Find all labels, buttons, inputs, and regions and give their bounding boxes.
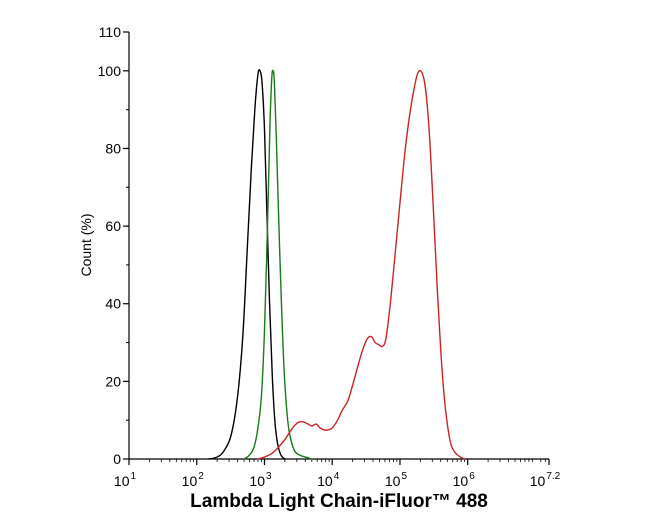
x-tick-label: 105 xyxy=(385,471,408,489)
y-tick-label: 60 xyxy=(105,218,121,234)
y-tick-label: 80 xyxy=(105,140,121,156)
y-axis-title: Count (%) xyxy=(78,213,94,276)
series-layer xyxy=(207,69,466,460)
y-tick-label: 110 xyxy=(99,24,122,40)
x-tick-label: 103 xyxy=(249,471,272,489)
y-tick-label: 100 xyxy=(98,63,122,79)
y-tick-label: 0 xyxy=(113,451,121,467)
x-axis-ticks: 101 102 103 104 105 106 107.2 xyxy=(114,459,561,489)
histogram-series-line xyxy=(243,69,313,460)
x-tick-label: 104 xyxy=(317,471,340,489)
y-axis-ticks: 0 20 40 60 80 100 110 xyxy=(98,24,129,467)
histogram-series-line xyxy=(207,69,286,460)
plot-frame xyxy=(128,32,549,460)
x-tick-label: 106 xyxy=(453,471,476,489)
x-tick-label: 101 xyxy=(114,471,137,489)
histogram-series-line xyxy=(257,69,466,460)
x-tick-label: 107.2 xyxy=(530,471,561,489)
x-axis-title: Lambda Light Chain-iFluor™ 488 xyxy=(190,491,488,512)
x-tick-label: 102 xyxy=(182,471,205,489)
y-tick-label: 20 xyxy=(105,373,121,389)
y-tick-label: 40 xyxy=(105,296,121,312)
